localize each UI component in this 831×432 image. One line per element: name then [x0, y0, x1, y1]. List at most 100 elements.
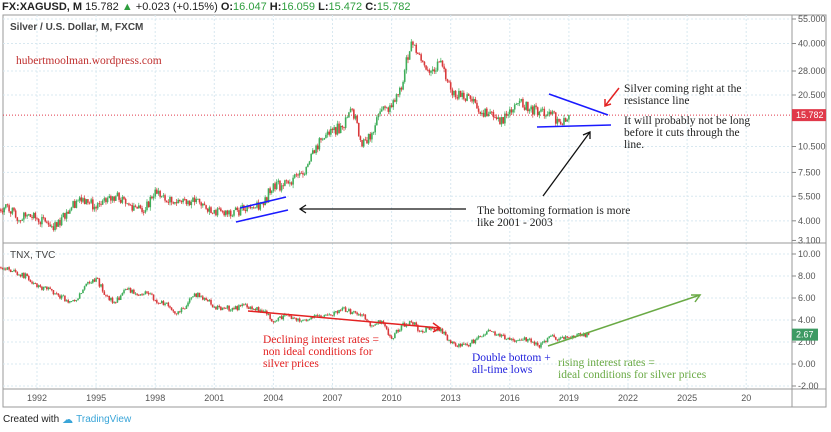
candle — [57, 293, 60, 297]
candle — [47, 286, 50, 291]
candle — [471, 339, 473, 345]
candle — [280, 182, 283, 193]
candle — [108, 295, 111, 302]
candle — [223, 306, 225, 310]
candle — [512, 109, 514, 115]
candle — [513, 338, 516, 343]
candle — [362, 313, 365, 317]
candle — [108, 193, 111, 199]
time-tick-label: 2019 — [559, 393, 579, 403]
candle — [87, 281, 89, 286]
chart-canvas[interactable]: 55.000 40.000 28.000 20.500 10.500 7.500 5.500… — [0, 0, 831, 410]
candle — [75, 299, 78, 303]
candle — [42, 286, 45, 291]
tnx-pane-title: TNX, TVC — [10, 250, 55, 261]
time-tick-label: 20 — [741, 393, 751, 403]
candle — [298, 317, 301, 323]
candle — [177, 198, 179, 204]
candle — [334, 311, 337, 314]
candle — [331, 314, 334, 317]
candle — [502, 333, 505, 337]
candle — [510, 338, 513, 341]
candle — [282, 182, 285, 190]
declining-trend-arrow[interactable] — [247, 310, 442, 333]
candle — [467, 344, 470, 348]
time-tick-label: 2025 — [677, 393, 697, 403]
black-arrow-drawing[interactable] — [298, 131, 591, 214]
candle — [215, 306, 217, 310]
candle — [34, 282, 37, 285]
candle — [147, 200, 150, 208]
candle — [477, 105, 480, 114]
candle — [349, 106, 352, 113]
candle — [218, 304, 221, 309]
silver-triangle-drawing[interactable] — [235, 93, 612, 223]
candle — [528, 337, 531, 341]
candle — [551, 334, 554, 337]
candle — [325, 132, 327, 139]
tnx-tick-label: 8.00 — [798, 271, 816, 281]
candle — [495, 333, 498, 336]
candle — [18, 219, 20, 223]
footer: Created with ☁ TradingView — [3, 413, 131, 426]
candle — [420, 52, 422, 63]
tradingview-brand[interactable]: TradingView — [76, 414, 132, 425]
tradingview-logo-icon[interactable]: ☁ — [62, 414, 74, 426]
candle — [67, 210, 69, 214]
candle — [353, 108, 355, 121]
candle — [377, 113, 380, 121]
candle — [27, 274, 30, 282]
candle — [159, 302, 161, 304]
candle — [128, 202, 130, 207]
candle — [229, 209, 232, 219]
candle — [220, 305, 222, 311]
candle — [21, 218, 24, 222]
candle — [77, 297, 79, 301]
candle — [119, 294, 122, 301]
last-price-label: 15.782 — [796, 110, 824, 120]
candle — [341, 306, 344, 312]
candle — [486, 330, 488, 336]
candle — [563, 115, 565, 126]
candle — [129, 203, 132, 206]
candle — [19, 219, 22, 224]
candle — [472, 96, 475, 105]
candle — [233, 210, 235, 218]
resistance-annotation: Silver coming right at the resistance li… — [624, 83, 744, 107]
candle — [88, 201, 91, 205]
low-label: L: — [318, 1, 329, 13]
candle — [60, 214, 63, 227]
rising-trend-arrow[interactable] — [547, 294, 702, 347]
candle — [5, 204, 7, 210]
candle — [395, 93, 398, 105]
candle — [73, 199, 76, 209]
double-bottom-annotation: Double bottom + all-time lows — [472, 352, 554, 376]
candle — [249, 306, 252, 310]
candle — [321, 137, 324, 141]
candle — [517, 103, 519, 106]
candle — [471, 96, 473, 104]
bottoming-annotation: The bottoming formation is more like 200… — [477, 205, 633, 229]
candle — [523, 336, 526, 341]
candle — [257, 199, 260, 211]
candle — [24, 272, 27, 280]
candle — [522, 97, 524, 108]
candle — [285, 179, 288, 184]
candle — [504, 111, 506, 126]
candle — [47, 220, 50, 228]
candle — [531, 341, 534, 343]
symbol-header: FX:XAGUSD, M 15.782 ▲ +0.023 (+0.15%) O:… — [2, 0, 410, 14]
candle — [118, 192, 120, 203]
red-arrow-drawing[interactable] — [604, 87, 620, 108]
candle — [131, 289, 134, 294]
candle — [443, 63, 445, 73]
candle — [282, 314, 285, 321]
candle — [93, 278, 96, 283]
candle — [295, 317, 298, 322]
candle — [224, 210, 227, 217]
candle — [164, 193, 166, 203]
candle — [119, 197, 122, 204]
candle — [559, 336, 562, 340]
candle — [54, 220, 56, 232]
candle — [202, 203, 204, 208]
